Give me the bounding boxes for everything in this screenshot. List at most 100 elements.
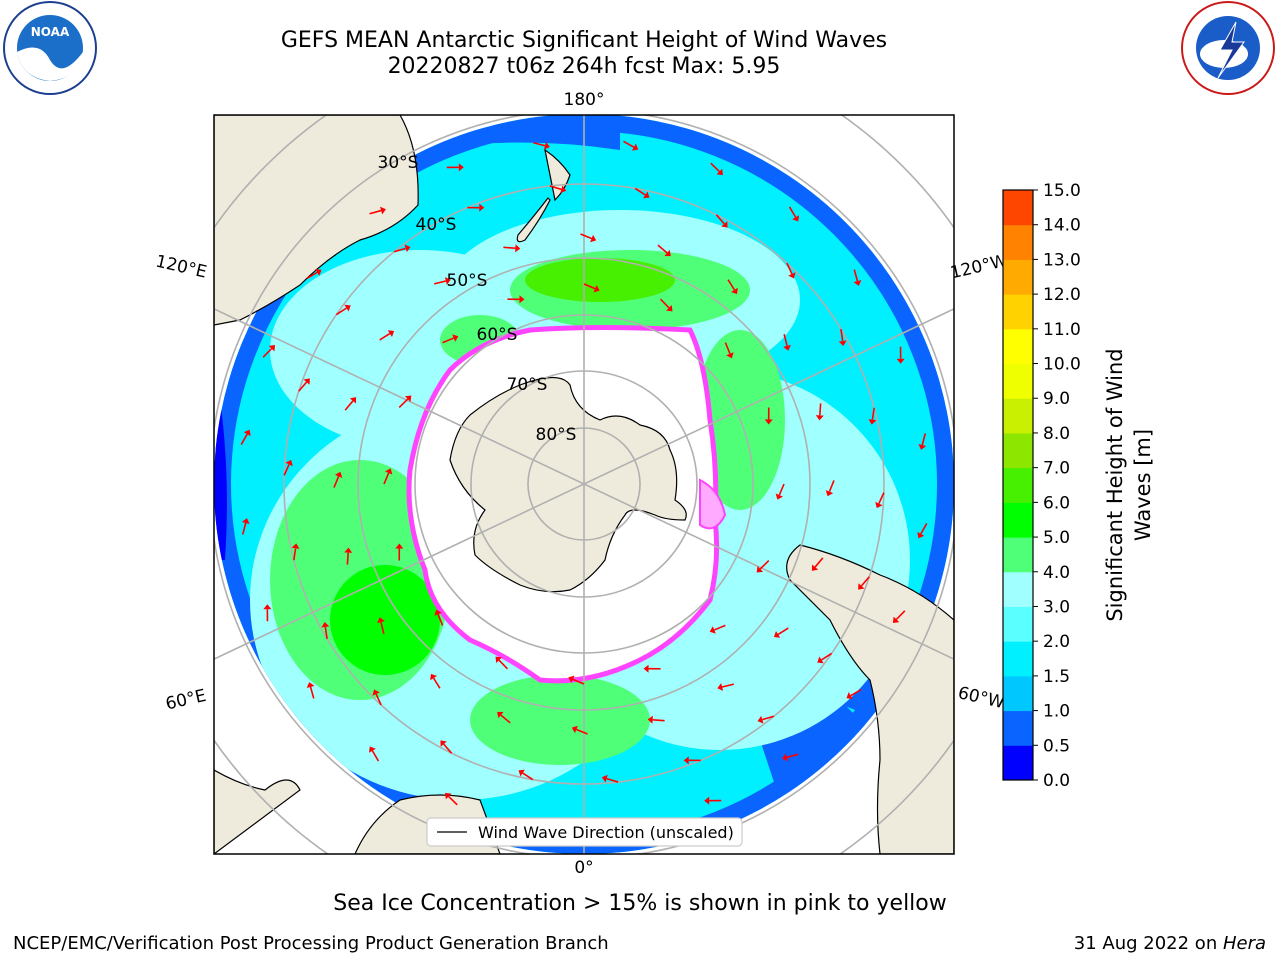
footer-date-text: 31 Aug 2022 on <box>1073 933 1223 954</box>
colorbar-segment <box>1003 537 1033 573</box>
colorbar-segment <box>1003 294 1033 330</box>
arrow-shaft <box>871 407 875 420</box>
arrow-shaft <box>759 559 770 570</box>
map-frame <box>213 114 955 855</box>
arrow-head <box>721 221 728 228</box>
arrow-shaft <box>580 233 592 240</box>
arrow-head <box>571 725 578 734</box>
colorbar-segment <box>1003 363 1033 399</box>
chart-subtitle: 20220827 t06z 264h fcst Max: 5.95 <box>387 54 781 79</box>
arrow-shaft <box>522 772 534 781</box>
arrow-head <box>731 287 738 295</box>
arrow-head <box>515 244 521 253</box>
colorbar-tick-label: 4.0 <box>1043 563 1070 583</box>
colorbar-tick-label: 7.0 <box>1043 459 1070 479</box>
nws-logo <box>1181 1 1275 95</box>
arrow-shaft <box>878 492 885 504</box>
arrow-head <box>666 304 673 312</box>
arrow-head <box>917 531 925 539</box>
arrow-shaft <box>379 332 391 341</box>
arrow-head <box>764 419 773 425</box>
arrow-shaft <box>583 283 596 290</box>
arrow-shaft <box>727 279 736 291</box>
arrow-head <box>372 689 380 696</box>
arrow-head <box>756 566 764 573</box>
arrow-shaft <box>335 307 347 316</box>
arrow-shaft <box>309 686 315 699</box>
arrow-head <box>404 244 411 253</box>
arrow-head <box>643 664 649 673</box>
arrow-head <box>380 206 386 215</box>
colorbar-frame <box>1002 189 1034 781</box>
arrow-shaft <box>920 523 928 535</box>
arrow-head <box>321 622 330 628</box>
arrow-head <box>387 330 395 337</box>
arrow-shaft <box>398 398 409 409</box>
arrow-head <box>384 468 393 475</box>
arrow-head <box>726 352 734 359</box>
colorbar-tick-label: 3.0 <box>1043 597 1070 617</box>
arrow-head <box>497 711 504 719</box>
arrow-shaft <box>533 141 546 147</box>
arrow-shaft <box>786 753 799 759</box>
arrow-head <box>773 631 781 638</box>
map-legend: Wind Wave Direction (unscaled) <box>426 817 743 847</box>
arrow-shaft <box>606 777 619 783</box>
arrow-head <box>368 746 376 753</box>
arrow-head <box>495 656 502 664</box>
lat-label-60s: 60°S <box>477 325 518 345</box>
arrow-head <box>601 774 608 783</box>
arrow-head <box>683 756 689 765</box>
lon-label-60w: 60°W <box>956 683 1006 713</box>
arrow-head <box>846 692 853 700</box>
arrow-head <box>444 277 451 285</box>
lat-label-80s: 80°S <box>536 425 577 445</box>
arrow-shaft <box>448 795 458 806</box>
arrow-shaft <box>437 614 444 626</box>
arrow-head <box>243 429 251 437</box>
arrow-head <box>815 415 824 421</box>
colorbar-segment <box>1003 675 1033 712</box>
arrow-shaft <box>576 728 588 735</box>
lat-label-30s: 30°S <box>378 153 419 173</box>
arrow-shaft <box>814 557 824 568</box>
arrow-head <box>875 501 883 509</box>
arrow-shaft <box>850 688 862 697</box>
colorbar-tick-label: 8.0 <box>1043 424 1070 444</box>
colorbar-tick-label: 1.0 <box>1043 702 1070 722</box>
arrow-head <box>306 682 315 688</box>
arrow-head <box>544 141 550 150</box>
arrow-shaft <box>369 209 382 215</box>
arrow-shaft <box>860 576 870 587</box>
legend-label: Wind Wave Direction (unscaled) <box>478 823 734 842</box>
arrow-shaft <box>434 280 447 285</box>
arrow-head <box>838 340 847 346</box>
colorbar-segment <box>1003 398 1033 434</box>
arrow-shaft <box>344 400 354 411</box>
arrow-shaft <box>241 522 247 535</box>
arrow-head <box>568 675 575 684</box>
colorbar-tick-label: 14.0 <box>1043 216 1081 236</box>
arrow-head <box>631 143 639 151</box>
arrow-head <box>704 796 710 805</box>
lat-label-70s: 70°S <box>507 375 548 395</box>
arrow-shaft <box>786 262 793 275</box>
arrow-shaft <box>549 185 562 191</box>
arrow-head <box>643 191 650 199</box>
arrow-shaft <box>840 329 844 342</box>
arrow-head <box>775 493 784 500</box>
arrow-shaft <box>572 678 585 685</box>
arrow-head <box>452 334 459 342</box>
arrow-shaft <box>442 337 454 344</box>
arrow-head <box>560 185 567 194</box>
graticule <box>214 115 954 854</box>
colorbar-segment <box>1003 328 1033 365</box>
arrow-head <box>783 344 791 351</box>
arrow-head <box>377 617 385 624</box>
arrow-shaft <box>710 162 720 173</box>
arrow-head <box>825 490 834 497</box>
arrow-shaft <box>777 627 789 636</box>
arrow-head <box>458 163 464 172</box>
colorbar-tick-label: 9.0 <box>1043 389 1070 409</box>
